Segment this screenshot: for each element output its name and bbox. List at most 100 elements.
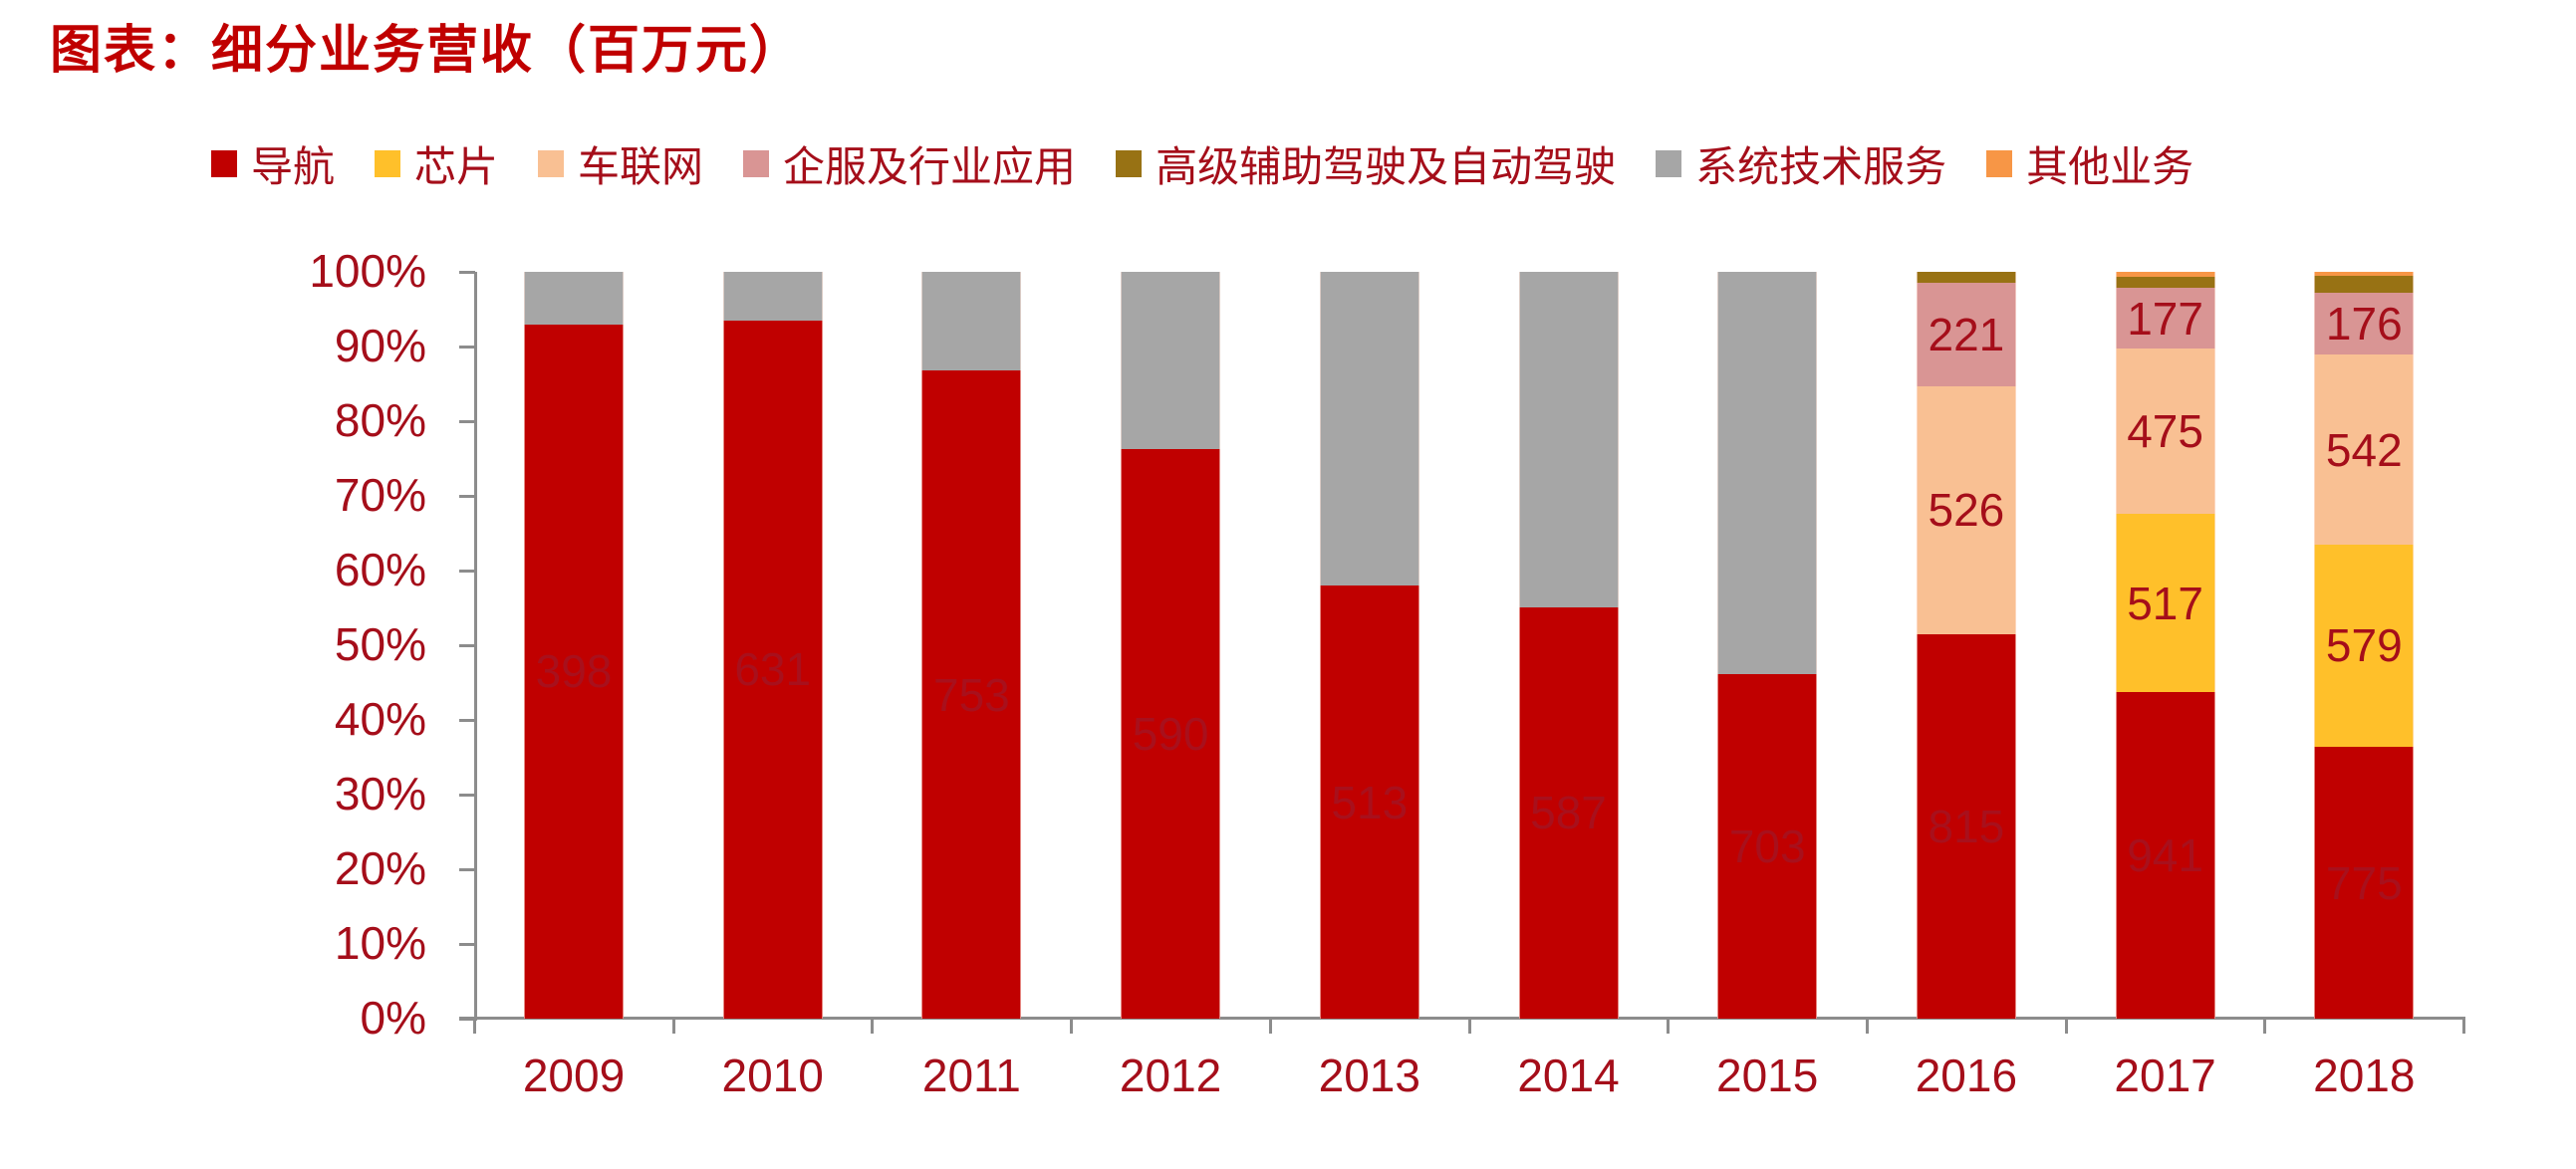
legend-swatch-icon — [1986, 149, 2013, 177]
x-tick — [2462, 1017, 2465, 1034]
bar-segment-ent: 221 — [1916, 282, 2016, 386]
y-tick — [459, 420, 475, 423]
data-label: 177 — [2127, 292, 2203, 345]
bar-segment-iov: 475 — [2115, 349, 2215, 514]
x-tick — [1467, 1017, 1471, 1034]
y-tick-label: 80% — [334, 394, 426, 446]
data-label: 815 — [1928, 800, 2005, 852]
x-axis-line — [459, 1017, 2465, 1020]
bar-segment-sys — [1121, 272, 1221, 449]
legend-item-nav: 导航 — [211, 133, 335, 194]
data-label: 703 — [1728, 820, 1806, 873]
x-tick-label: 2016 — [1915, 1050, 2018, 1101]
legend-item-chip: 芯片 — [375, 133, 498, 194]
legend-item-ent: 企服及行业应用 — [743, 133, 1076, 194]
x-tick — [1070, 1017, 1074, 1034]
bar-segment-adas — [2115, 276, 2215, 288]
legend-label: 芯片 — [414, 141, 499, 191]
bar-segment-nav: 590 — [1121, 448, 1221, 1019]
bar-segment-other — [2115, 272, 2215, 277]
legend-label: 企服及行业应用 — [783, 141, 1077, 191]
bar-segment-chip: 517 — [2115, 514, 2215, 693]
bar-segment-sys — [722, 272, 823, 321]
x-tick-label: 2011 — [921, 1050, 1021, 1101]
x-tick-label: 2012 — [1119, 1050, 1222, 1101]
bar-2012: 590 — [1121, 272, 1221, 1019]
x-tick-label: 2017 — [2114, 1050, 2216, 1101]
y-tick-label: 60% — [334, 544, 426, 595]
legend-item-sys: 系统技术服务 — [1656, 133, 1946, 194]
bar-segment-nav: 815 — [1916, 633, 2016, 1019]
y-tick-label: 40% — [334, 693, 426, 745]
bar-2010: 631 — [722, 272, 823, 1019]
bar-segment-nav: 941 — [2115, 692, 2215, 1019]
bar-segment-nav: 703 — [1717, 674, 1818, 1019]
y-tick — [459, 644, 475, 647]
chart-title: 图表：细分业务营收（百万元） — [50, 20, 804, 81]
data-label: 475 — [2127, 405, 2203, 458]
x-tick-label: 2009 — [522, 1050, 626, 1101]
y-tick — [459, 495, 475, 498]
legend-item-adas: 高级辅助驾驶及自动驾驶 — [1116, 133, 1616, 194]
chart-legend: 导航 芯片 车联网 企服及行业应用 高级辅助驾驶及自动驾驶 系统技术服务 其他业务 — [211, 135, 2233, 191]
bar-segment-adas — [1916, 272, 2016, 283]
y-tick-label: 90% — [334, 320, 426, 371]
x-tick — [473, 1017, 476, 1034]
bar-segment-iov: 526 — [1916, 385, 2016, 634]
y-tick-label: 70% — [334, 469, 426, 521]
legend-label: 高级辅助驾驶及自动驾驶 — [1156, 141, 1617, 191]
bar-segment-chip: 579 — [2314, 544, 2415, 747]
bar-2017: 941 517 475 177 — [2115, 272, 2215, 1019]
data-label: 587 — [1530, 787, 1607, 839]
bar-segment-iov: 542 — [2314, 354, 2415, 545]
data-label: 542 — [2325, 423, 2403, 476]
bar-segment-nav: 398 — [524, 324, 624, 1019]
bar-segment-nav: 753 — [921, 370, 1022, 1019]
legend-swatch-icon — [1116, 149, 1143, 177]
y-tick-label: 50% — [334, 618, 426, 670]
x-tick — [1667, 1017, 1671, 1034]
data-label: 590 — [1132, 707, 1209, 760]
x-tick — [2064, 1017, 2068, 1034]
data-label: 513 — [1331, 776, 1409, 828]
x-tick — [671, 1017, 675, 1034]
bar-segment-nav: 587 — [1518, 606, 1619, 1019]
bar-segment-sys — [524, 272, 624, 325]
data-label: 579 — [2325, 619, 2403, 672]
data-label: 176 — [2325, 298, 2403, 351]
y-tick-label: 20% — [334, 842, 426, 894]
bar-segment-ent: 176 — [2314, 293, 2415, 355]
y-tick — [459, 1018, 475, 1021]
legend-swatch-icon — [743, 149, 770, 177]
bar-segment-sys — [1518, 272, 1619, 607]
bar-2018: 775 579 542 176 — [2314, 272, 2415, 1019]
legend-swatch-icon — [375, 149, 401, 177]
bar-segment-nav: 513 — [1319, 585, 1419, 1019]
bar-segment-adas — [2314, 275, 2415, 293]
bar-2016: 815 526 221 — [1916, 272, 2016, 1019]
bar-2015: 703 — [1717, 272, 1818, 1019]
y-tick-label: 0% — [360, 992, 426, 1044]
legend-swatch-icon — [211, 149, 237, 177]
y-tick-label: 10% — [334, 917, 426, 969]
plot-area: 398 631 753 590 513 587 703 815 526 221 941 517 475 1… — [474, 272, 2463, 1019]
x-tick-label: 2013 — [1318, 1050, 1420, 1101]
x-tick-label: 2014 — [1517, 1050, 1620, 1101]
legend-swatch-icon — [538, 149, 565, 177]
bar-2014: 587 — [1518, 272, 1619, 1019]
bar-segment-nav: 775 — [2314, 747, 2415, 1019]
data-label: 526 — [1928, 484, 2005, 537]
x-tick-label: 2015 — [1716, 1050, 1819, 1101]
legend-swatch-icon — [1656, 149, 1682, 177]
y-tick-label: 100% — [309, 245, 426, 297]
bar-2009: 398 — [524, 272, 624, 1019]
bar-2013: 513 — [1319, 272, 1419, 1019]
legend-label: 导航 — [251, 141, 336, 191]
bar-segment-sys — [1717, 272, 1818, 675]
bar-segment-sys — [1319, 272, 1419, 585]
data-label: 221 — [1928, 308, 2005, 360]
x-tick-label: 2010 — [721, 1050, 824, 1101]
bar-segment-other — [2314, 272, 2415, 276]
data-label: 517 — [2127, 577, 2203, 629]
y-tick — [459, 346, 475, 349]
